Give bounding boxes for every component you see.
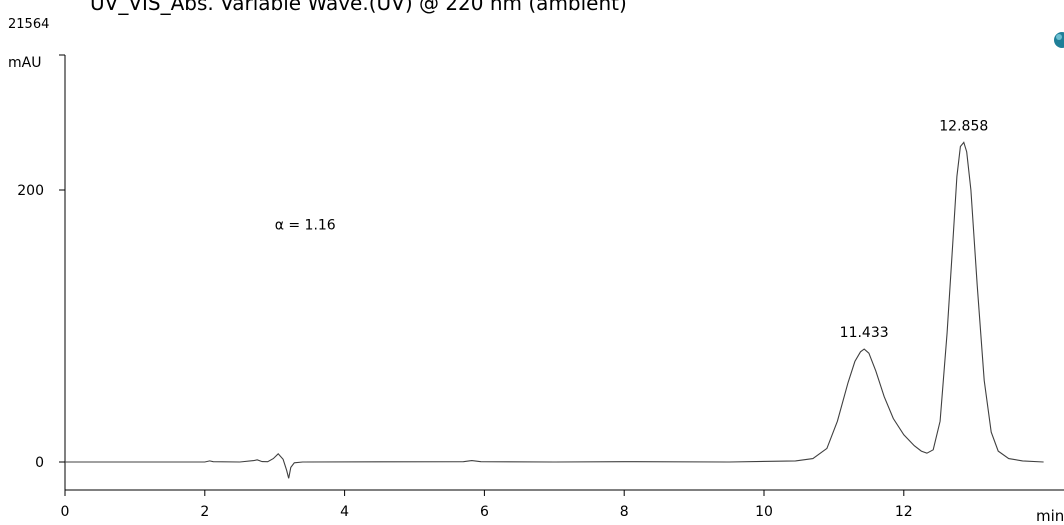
chromatogram-trace bbox=[65, 141, 1044, 479]
y-tick-label: 200 bbox=[17, 183, 44, 199]
status-dot-icon bbox=[1054, 32, 1064, 48]
x-axis-unit-label: min bbox=[1036, 507, 1064, 525]
x-tick-label: 8 bbox=[620, 504, 629, 520]
x-tick-label: 12 bbox=[895, 504, 913, 520]
chart-title: UV_VIS_Abs. Variable Wave.(UV) @ 220 nm … bbox=[90, 0, 627, 15]
peak-label: 11.433 bbox=[840, 325, 889, 341]
x-axis-ticks: 0 2 4 6 8 10 12 bbox=[61, 490, 913, 520]
x-tick-label: 6 bbox=[480, 504, 489, 520]
annotations: α = 1.16 bbox=[275, 217, 336, 233]
x-tick-label: 0 bbox=[61, 504, 70, 520]
peak-label: 12.858 bbox=[939, 118, 988, 134]
x-tick-label: 4 bbox=[340, 504, 349, 520]
peak-labels: 11.433 12.858 bbox=[840, 118, 989, 341]
x-tick-label: 2 bbox=[200, 504, 209, 520]
y-axis-ticks: 0 200 bbox=[17, 183, 65, 471]
y-axis-unit-label: mAU bbox=[8, 55, 41, 71]
x-tick-label: 10 bbox=[755, 504, 773, 520]
chart-id-label: 21564 bbox=[8, 17, 49, 32]
alpha-annotation: α = 1.16 bbox=[275, 217, 336, 233]
y-tick-label: 0 bbox=[35, 455, 44, 471]
